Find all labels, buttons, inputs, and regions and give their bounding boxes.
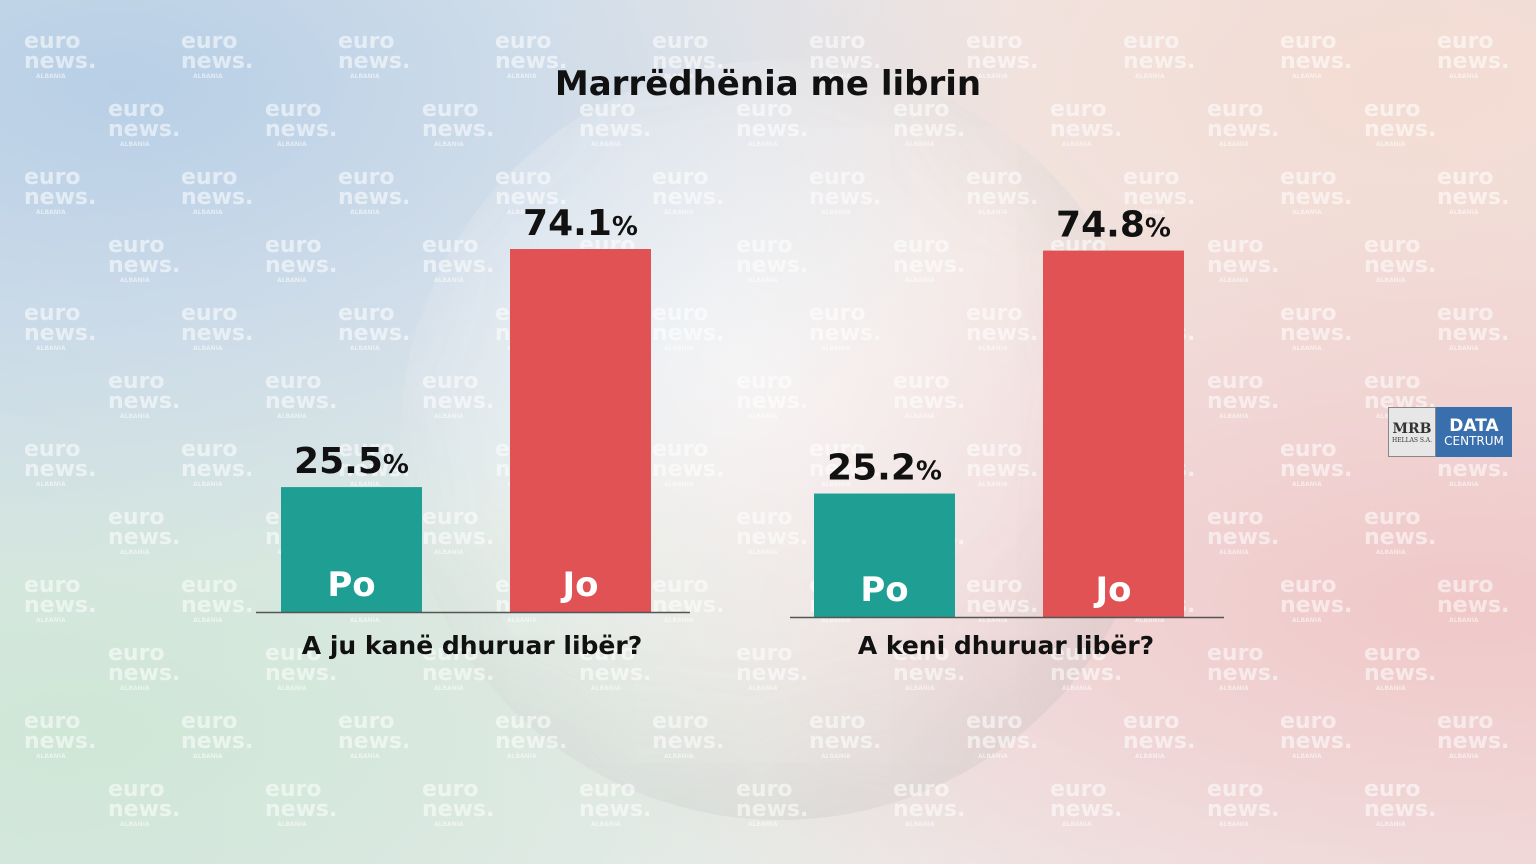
datacentrum-logo-box: DATA CENTRUM: [1436, 407, 1512, 457]
category-label: Jo: [560, 565, 598, 605]
bar-po: [814, 493, 955, 617]
mrb-logo-box: MRB HELLAS S.A.: [1388, 407, 1436, 457]
category-label: Jo: [1093, 570, 1131, 610]
chart-1: 25.5% Po 74.1% Jo A ju kanë dhuruar libër?: [256, 203, 690, 660]
hellas-text: HELLAS S.A.: [1392, 436, 1432, 444]
bar-po: [281, 487, 422, 612]
category-label: Po: [327, 565, 375, 605]
data-label: 74.1%: [523, 203, 638, 244]
mrb-text: MRB: [1392, 420, 1432, 437]
data-label: 25.2%: [827, 448, 942, 489]
data-label: 25.5%: [294, 441, 409, 482]
category-label: Po: [860, 570, 908, 610]
bar-jo: [510, 249, 651, 612]
chart-question-label: A keni dhuruar libër?: [858, 631, 1154, 660]
data-text: DATA: [1449, 415, 1499, 436]
centrum-text: CENTRUM: [1444, 433, 1504, 448]
bar-jo: [1043, 250, 1184, 617]
chart-2: 25.2% Po 74.8% Jo A keni dhuruar libër?: [790, 205, 1224, 660]
mrb-datacentrum-logo: MRB HELLAS S.A. DATA CENTRUM: [1388, 407, 1512, 457]
page-title: Marrëdhënia me librin: [554, 64, 982, 104]
chart-question-label: A ju kanë dhuruar libër?: [302, 631, 642, 660]
data-label: 74.8%: [1056, 205, 1171, 246]
